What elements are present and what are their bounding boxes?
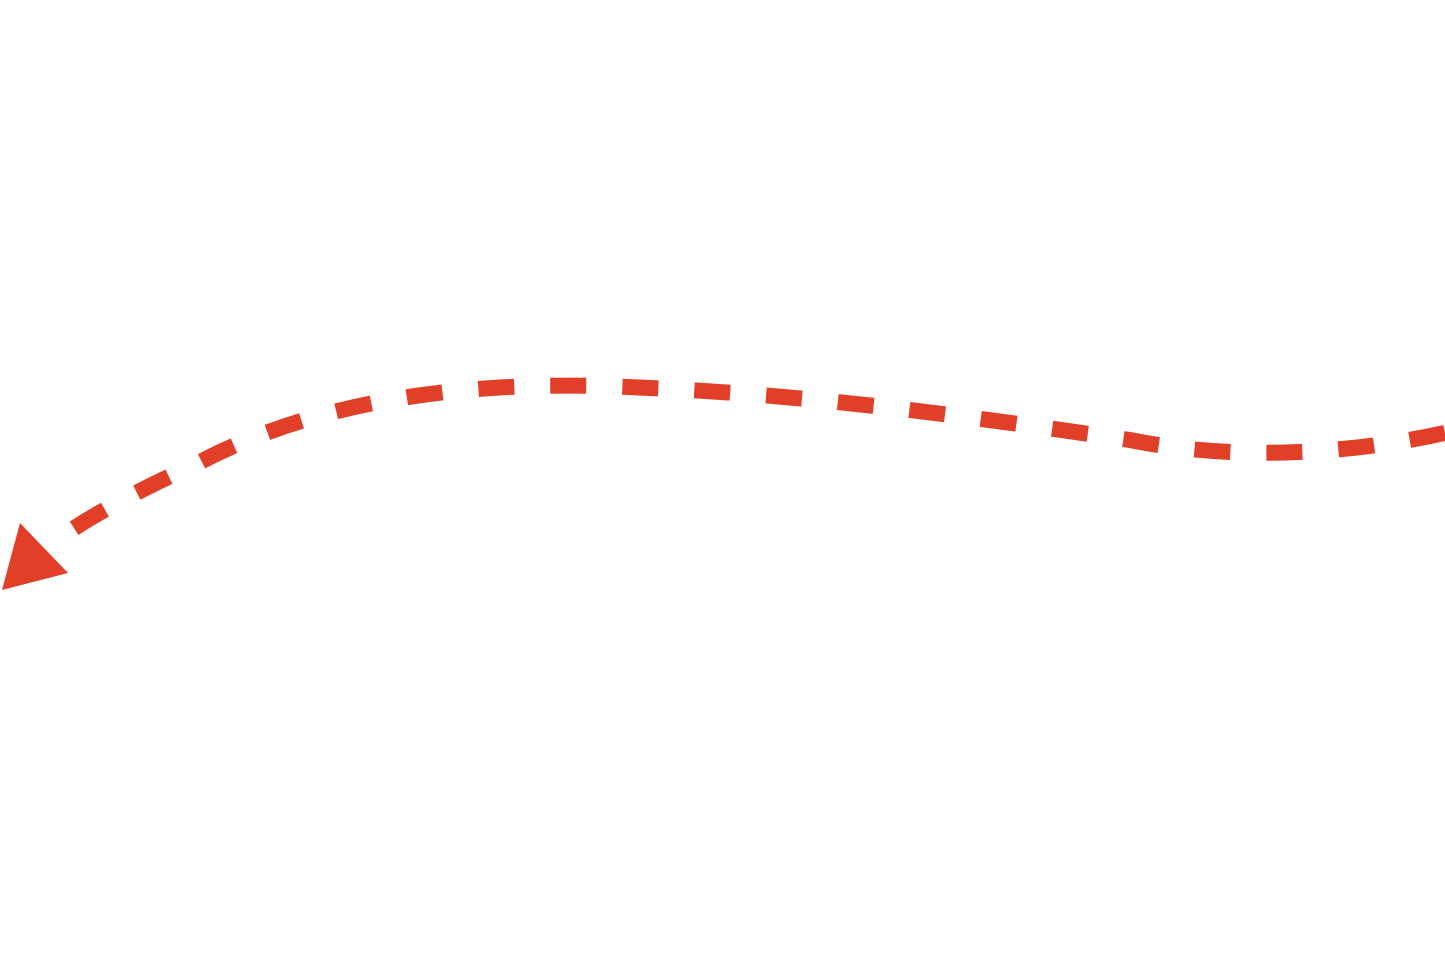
arrow-dashed-line xyxy=(45,377,1445,552)
arrow-head xyxy=(2,523,68,590)
